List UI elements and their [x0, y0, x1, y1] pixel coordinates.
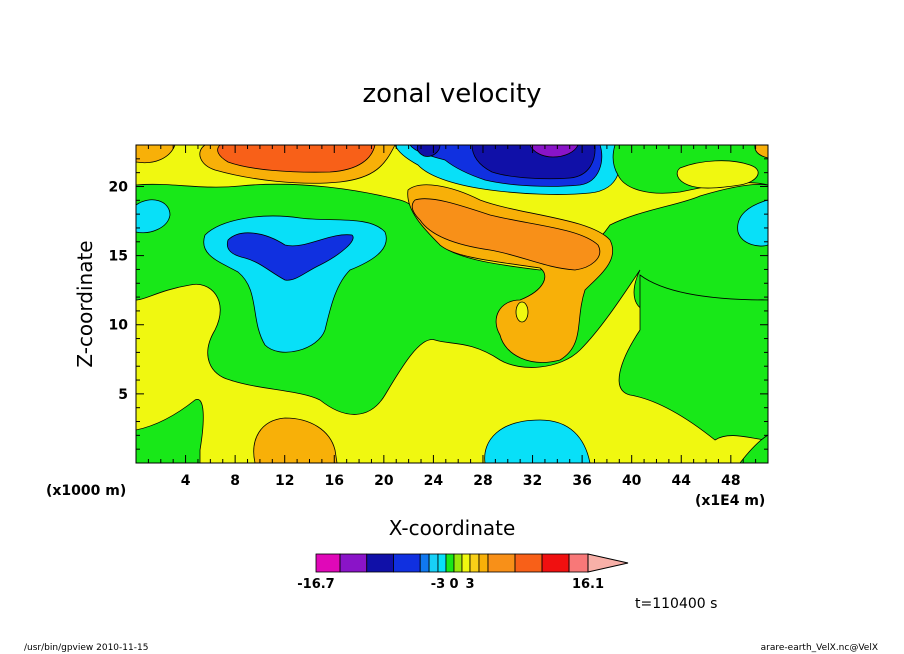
- colorbar-swatch: [514, 553, 543, 573]
- colorbar-swatch: [445, 553, 455, 573]
- y-tick-label: 10: [109, 318, 129, 334]
- region-darkorange-center: [411, 198, 601, 271]
- region-green-bottom-right: [739, 434, 768, 463]
- footer-right: arare-earth_VelX.nc@VelX: [761, 643, 878, 653]
- x-tick-label: 32: [523, 473, 542, 489]
- colorbar-swatch: [437, 553, 447, 573]
- colorbar-label: 3: [465, 577, 474, 592]
- x-tick-label: 28: [473, 473, 492, 489]
- colorbar-swatch: [461, 553, 471, 573]
- y-tick-label: 5: [118, 387, 128, 403]
- contour-field: [136, 145, 768, 463]
- colorbar-swatch: [366, 553, 394, 573]
- x-tick-label: 20: [374, 473, 394, 489]
- y-tick-label: 15: [109, 249, 128, 265]
- region-navy-top-small: [416, 145, 441, 157]
- region-green-right: [618, 274, 768, 441]
- region-purple-top: [529, 145, 579, 158]
- x-tick-label: 4: [181, 473, 191, 489]
- colorbar-swatch: [568, 553, 589, 573]
- y-axis-label: Z-coordinate: [73, 240, 97, 367]
- colorbar: [315, 553, 629, 573]
- footer-left: /usr/bin/gpview 2010-11-15: [24, 643, 148, 653]
- colorbar-label: -16.7: [297, 577, 334, 592]
- x-tick-label: 40: [622, 473, 642, 489]
- x-tick-label: 24: [424, 473, 444, 489]
- colorbar-labels: -16.7 -3 0 3 16.1: [297, 577, 604, 592]
- x-axis-ticks: 4 8 12 16 20 24 28 32 36 40 44 48: [147, 145, 757, 489]
- x-unit-left: (x1000 m): [46, 483, 126, 499]
- region-green-bottom-left: [136, 399, 204, 463]
- region-orange-top-right-corner: [754, 145, 768, 159]
- region-orange-bottom-left: [253, 417, 338, 463]
- colorbar-swatch: [428, 553, 439, 573]
- x-tick-label: 8: [230, 473, 240, 489]
- x-tick-label: 48: [721, 473, 740, 489]
- time-label: t=110400 s: [635, 596, 717, 612]
- colorbar-swatch: [487, 553, 516, 573]
- x-axis-label: X-coordinate: [389, 516, 516, 540]
- colorbar-label: -3: [431, 577, 445, 592]
- colorbar-swatch: [315, 553, 341, 573]
- colorbar-swatch: [541, 553, 570, 573]
- colorbar-label: 16.1: [572, 577, 604, 592]
- region-yellow-hole: [515, 301, 529, 323]
- colorbar-swatch: [469, 553, 480, 573]
- y-axis-ticks: 5 10 15 20: [109, 158, 768, 450]
- colorbar-arrow: [587, 553, 629, 573]
- region-cyan-left-edge: [136, 199, 171, 234]
- region-yellow-top-right: [676, 160, 759, 189]
- colorbar-swatch: [419, 553, 430, 573]
- colorbar-label: 0: [449, 577, 458, 592]
- region-cyan-right-edge: [737, 199, 768, 247]
- x-tick-label: 36: [572, 473, 591, 489]
- region-cyan-bottom-center: [484, 419, 591, 463]
- region-blue-left: [226, 232, 354, 281]
- colorbar-swatch: [478, 553, 489, 573]
- x-tick-label: 16: [325, 473, 344, 489]
- region-redorange-top-left: [217, 145, 376, 173]
- chart-title: zonal velocity: [362, 79, 541, 109]
- y-tick-label: 20: [109, 179, 129, 195]
- x-tick-label: 12: [275, 473, 294, 489]
- colorbar-swatch: [453, 553, 463, 573]
- colorbar-swatch: [393, 553, 421, 573]
- colorbar-swatch: [339, 553, 368, 573]
- plot-frame: [135, 144, 769, 464]
- x-unit-right: (x1E4 m): [695, 493, 765, 509]
- x-tick-label: 44: [672, 473, 692, 489]
